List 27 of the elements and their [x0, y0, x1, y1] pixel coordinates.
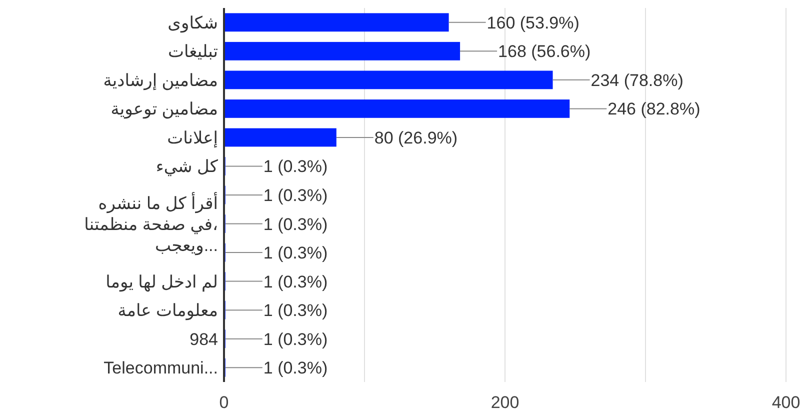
x-tick-label: 200	[490, 393, 520, 412]
data-label: 234 (78.8%)	[590, 70, 684, 90]
data-label: 168 (56.6%)	[498, 42, 591, 62]
y-tick-label: لم ادخل لها يوما	[106, 272, 218, 292]
y-tick-label: شكاوى	[168, 13, 218, 34]
data-label: 1 (0.3%)	[263, 330, 328, 349]
y-tick-label: 984	[190, 330, 218, 349]
data-label: 1 (0.3%)	[263, 272, 328, 292]
y-tick-label: إعلانات	[167, 128, 218, 148]
x-tick-label: 0	[219, 393, 229, 412]
x-tick-label: 400	[772, 393, 800, 412]
data-label: 1 (0.3%)	[263, 301, 328, 320]
data-label: 1 (0.3%)	[263, 157, 328, 176]
y-tick-label: أقرأ كل ما ننشره في صفحة منظمتنا، ويعجب...	[84, 192, 218, 256]
data-label: 1 (0.3%)	[263, 214, 328, 234]
data-label: 246 (82.8%)	[608, 100, 700, 119]
data-label: 160 (53.9%)	[486, 13, 580, 32]
y-tick-label: Telecommuni...	[104, 358, 218, 378]
data-label: 1 (0.3%)	[263, 358, 328, 378]
data-label: 1 (0.3%)	[263, 244, 328, 263]
y-tick-label: كل شيء	[156, 157, 219, 178]
y-tick-label: تبليغات	[168, 42, 218, 62]
y-tick-label: مضامين إرشادية	[103, 70, 218, 91]
data-label: 1 (0.3%)	[263, 186, 328, 205]
data-label: 80 (26.9%)	[374, 128, 458, 148]
y-tick-label: معلومات عامة	[118, 301, 218, 322]
y-tick-label: مضامين توعوية	[110, 100, 218, 120]
